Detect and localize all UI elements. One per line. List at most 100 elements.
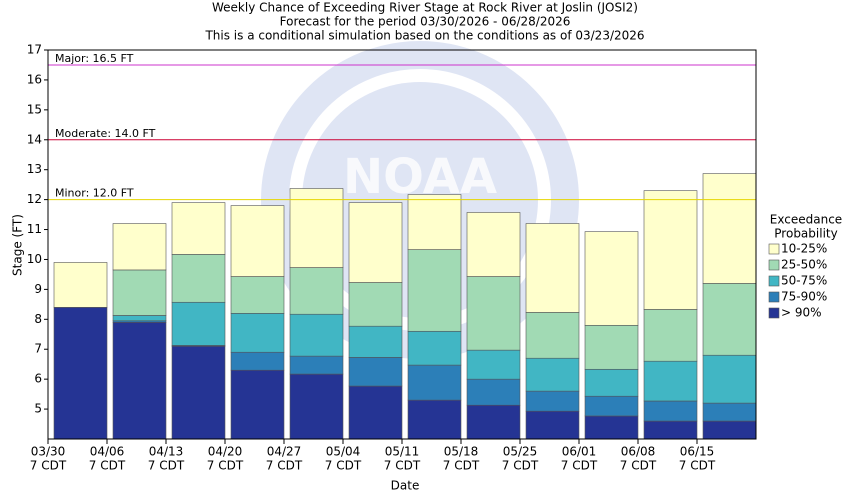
bar-segment xyxy=(643,400,698,422)
bar-segment xyxy=(407,364,462,401)
bar-segment xyxy=(702,173,757,284)
x-tick-label: 7 CDT xyxy=(620,459,657,473)
bar-segment xyxy=(171,202,226,255)
bar-segment xyxy=(289,313,344,357)
x-tick-label: 7 CDT xyxy=(325,459,362,473)
bar-segment xyxy=(525,312,580,359)
threshold-label: Minor: 12.0 FT xyxy=(55,187,134,200)
bar-segment xyxy=(702,402,757,422)
y-tick-label: 13 xyxy=(27,162,42,176)
bar-segment xyxy=(112,321,167,440)
x-tick-label: 7 CDT xyxy=(207,459,244,473)
bar-segment xyxy=(171,301,226,346)
x-tick-label: 04/20 xyxy=(208,445,243,459)
x-tick-label: 06/08 xyxy=(621,445,656,459)
chart-subtitle: This is a conditional simulation based o… xyxy=(204,29,644,43)
x-tick-label: 04/27 xyxy=(267,445,302,459)
bar-segment xyxy=(230,205,285,277)
bar-segment xyxy=(702,420,757,440)
threshold-label: Major: 16.5 FT xyxy=(55,52,134,65)
y-tick-label: 6 xyxy=(34,372,42,386)
bar-segment xyxy=(348,282,403,327)
y-tick-label: 11 xyxy=(27,222,42,236)
bar-segment xyxy=(466,212,521,277)
bar-segment xyxy=(348,357,403,387)
bar-segment xyxy=(525,390,580,412)
x-tick-label: 04/13 xyxy=(149,445,184,459)
x-tick-label: 06/15 xyxy=(680,445,715,459)
bar-segment xyxy=(230,313,285,353)
bar-segment xyxy=(348,202,403,283)
threshold-label: Moderate: 14.0 FT xyxy=(55,127,156,140)
legend-swatch xyxy=(768,259,780,271)
bar-segment xyxy=(407,399,462,440)
legend-swatch xyxy=(768,291,780,303)
bar-segment xyxy=(584,368,639,397)
y-tick-label: 10 xyxy=(27,252,42,266)
bar-segment xyxy=(112,315,167,322)
x-tick-label: 7 CDT xyxy=(679,459,716,473)
x-tick-label: 7 CDT xyxy=(384,459,421,473)
bar-segment xyxy=(348,385,403,440)
y-tick-label: 8 xyxy=(34,312,42,326)
bar-segment xyxy=(53,307,108,440)
bar-segment xyxy=(53,262,108,308)
bar-segment xyxy=(289,188,344,268)
chart-title: Weekly Chance of Exceeding River Stage a… xyxy=(212,1,638,15)
y-tick-label: 12 xyxy=(27,192,42,206)
legend-swatch xyxy=(768,243,780,255)
bar-segment xyxy=(643,360,698,402)
x-tick-label: 05/11 xyxy=(385,445,420,459)
x-tick-label: 7 CDT xyxy=(30,459,67,473)
bar-segment xyxy=(643,420,698,440)
x-tick-label: 05/18 xyxy=(444,445,479,459)
y-tick-label: 7 xyxy=(34,342,42,356)
x-tick-label: 7 CDT xyxy=(148,459,185,473)
bar-segment xyxy=(584,415,639,440)
legend-label: 50-75% xyxy=(781,274,827,288)
x-tick-label: 03/30 xyxy=(31,445,66,459)
bar-segment xyxy=(112,223,167,271)
bar-segment xyxy=(584,324,639,370)
bar-segment xyxy=(525,410,580,440)
y-axis-label: Stage (FT) xyxy=(11,214,25,276)
x-tick-label: 7 CDT xyxy=(266,459,303,473)
bar-segment xyxy=(289,355,344,375)
x-tick-label: 7 CDT xyxy=(502,459,539,473)
y-tick-label: 15 xyxy=(27,102,42,116)
x-tick-label: 05/25 xyxy=(503,445,538,459)
bar-segment xyxy=(702,283,757,356)
legend-swatch xyxy=(768,307,780,319)
y-tick-label: 14 xyxy=(27,132,42,146)
bar-segment xyxy=(407,194,462,250)
y-tick-label: 17 xyxy=(27,43,42,57)
bar-segment xyxy=(171,345,226,440)
bar-segment xyxy=(643,190,698,310)
y-tick-label: 9 xyxy=(34,282,42,296)
bar-segment xyxy=(466,404,521,440)
legend-label: 25-50% xyxy=(781,258,827,272)
x-tick-label: 7 CDT xyxy=(89,459,126,473)
legend-label: 75-90% xyxy=(781,290,827,304)
bar-segment xyxy=(584,395,639,417)
legend-label: > 90% xyxy=(781,306,822,320)
bar-segment xyxy=(584,231,639,326)
bar-segment xyxy=(230,351,285,371)
bar-segment xyxy=(171,254,226,303)
bar-segment xyxy=(230,369,285,440)
bar-segment xyxy=(525,223,580,313)
x-axis-label: Date xyxy=(391,479,420,493)
x-tick-label: 06/01 xyxy=(562,445,597,459)
bar-segment xyxy=(407,330,462,366)
bar-segment xyxy=(348,325,403,358)
legend-swatch xyxy=(768,275,780,287)
x-tick-label: 05/04 xyxy=(326,445,361,459)
x-tick-label: 7 CDT xyxy=(443,459,480,473)
y-tick-label: 16 xyxy=(27,72,42,86)
chart-subtitle: Forecast for the period 03/30/2026 - 06/… xyxy=(280,15,571,29)
x-tick-label: 04/06 xyxy=(90,445,125,459)
bar-segment xyxy=(466,276,521,351)
legend-label: 10-25% xyxy=(781,242,827,256)
bar-segment xyxy=(643,309,698,362)
